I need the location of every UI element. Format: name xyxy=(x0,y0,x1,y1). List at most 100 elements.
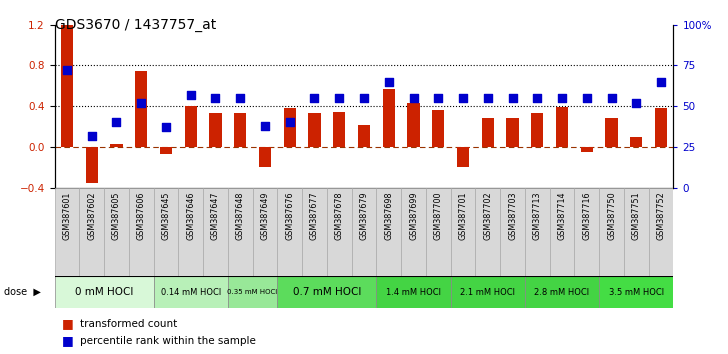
Bar xyxy=(333,112,346,147)
Bar xyxy=(401,188,426,276)
Bar xyxy=(104,188,129,276)
Point xyxy=(358,95,370,101)
Bar xyxy=(451,276,525,308)
Point xyxy=(135,100,147,106)
Bar xyxy=(135,70,148,147)
Bar xyxy=(210,113,222,147)
Bar xyxy=(154,276,228,308)
Bar xyxy=(327,188,352,276)
Bar xyxy=(277,188,302,276)
Text: GSM387649: GSM387649 xyxy=(261,191,269,240)
Point xyxy=(160,125,172,130)
Text: GSM387702: GSM387702 xyxy=(483,191,492,240)
Bar xyxy=(624,188,649,276)
Bar xyxy=(556,107,568,147)
Bar xyxy=(649,188,673,276)
Bar xyxy=(599,276,673,308)
Bar xyxy=(352,188,376,276)
Bar xyxy=(581,147,593,152)
Text: GSM387645: GSM387645 xyxy=(162,191,170,240)
Bar xyxy=(129,188,154,276)
Bar xyxy=(574,188,599,276)
Text: GSM387701: GSM387701 xyxy=(459,191,467,240)
Point xyxy=(432,95,444,101)
Bar xyxy=(475,188,500,276)
Bar xyxy=(630,137,642,147)
Bar xyxy=(507,119,518,147)
Bar xyxy=(203,188,228,276)
Point xyxy=(234,95,246,101)
Text: GSM387714: GSM387714 xyxy=(558,191,566,240)
Point xyxy=(383,79,395,85)
Point xyxy=(630,100,642,106)
Point xyxy=(259,123,271,129)
Text: dose  ▶: dose ▶ xyxy=(4,287,41,297)
Point xyxy=(606,95,617,101)
Bar xyxy=(61,25,74,147)
Point xyxy=(581,95,593,101)
Bar xyxy=(228,188,253,276)
Bar xyxy=(599,188,624,276)
Point xyxy=(210,95,221,101)
Text: GSM387605: GSM387605 xyxy=(112,191,121,240)
Point xyxy=(457,95,469,101)
Text: GSM387751: GSM387751 xyxy=(632,191,641,240)
Point xyxy=(531,95,543,101)
Text: GSM387750: GSM387750 xyxy=(607,191,616,240)
Text: percentile rank within the sample: percentile rank within the sample xyxy=(80,336,256,346)
Bar xyxy=(234,113,247,147)
Point xyxy=(185,92,197,98)
Bar xyxy=(606,119,617,147)
Point xyxy=(556,95,568,101)
Text: 2.1 mM HOCl: 2.1 mM HOCl xyxy=(460,287,515,297)
Bar xyxy=(525,188,550,276)
Bar xyxy=(408,103,419,147)
Point xyxy=(333,95,345,101)
Point xyxy=(61,68,73,73)
Bar xyxy=(284,108,296,147)
Text: 2.8 mM HOCl: 2.8 mM HOCl xyxy=(534,287,590,297)
Text: GSM387713: GSM387713 xyxy=(533,191,542,240)
Bar xyxy=(302,188,327,276)
Bar xyxy=(432,110,444,147)
Text: GSM387676: GSM387676 xyxy=(285,191,294,240)
Bar xyxy=(228,276,277,308)
Bar xyxy=(160,147,173,154)
Bar xyxy=(376,276,451,308)
Text: ■: ■ xyxy=(62,334,74,347)
Point xyxy=(408,95,419,101)
Text: 1.4 mM HOCl: 1.4 mM HOCl xyxy=(386,287,441,297)
Text: 3.5 mM HOCl: 3.5 mM HOCl xyxy=(609,287,664,297)
Bar xyxy=(655,108,668,147)
Text: GSM387679: GSM387679 xyxy=(360,191,368,240)
Text: GSM387648: GSM387648 xyxy=(236,191,245,240)
Text: GSM387606: GSM387606 xyxy=(137,191,146,240)
Bar xyxy=(154,188,178,276)
Text: 0.14 mM HOCl: 0.14 mM HOCl xyxy=(161,287,221,297)
Bar xyxy=(500,188,525,276)
Text: transformed count: transformed count xyxy=(80,319,178,329)
Bar xyxy=(309,113,320,147)
Point xyxy=(507,95,518,101)
Point xyxy=(482,95,494,101)
Bar xyxy=(525,276,599,308)
Text: GSM387678: GSM387678 xyxy=(335,191,344,240)
Bar xyxy=(482,119,494,147)
Bar xyxy=(111,144,122,147)
Bar xyxy=(451,188,475,276)
Bar xyxy=(253,188,277,276)
Text: GSM387647: GSM387647 xyxy=(211,191,220,240)
Text: GSM387601: GSM387601 xyxy=(63,191,71,240)
Point xyxy=(309,95,320,101)
Bar xyxy=(185,106,197,147)
Point xyxy=(284,120,296,125)
Point xyxy=(111,120,122,125)
Point xyxy=(86,133,98,138)
Bar xyxy=(531,113,543,147)
Bar xyxy=(259,147,272,167)
Point xyxy=(655,79,667,85)
Text: ■: ■ xyxy=(62,318,74,330)
Bar xyxy=(383,89,395,147)
Text: 0.35 mM HOCl: 0.35 mM HOCl xyxy=(227,289,278,295)
Bar xyxy=(55,276,154,308)
